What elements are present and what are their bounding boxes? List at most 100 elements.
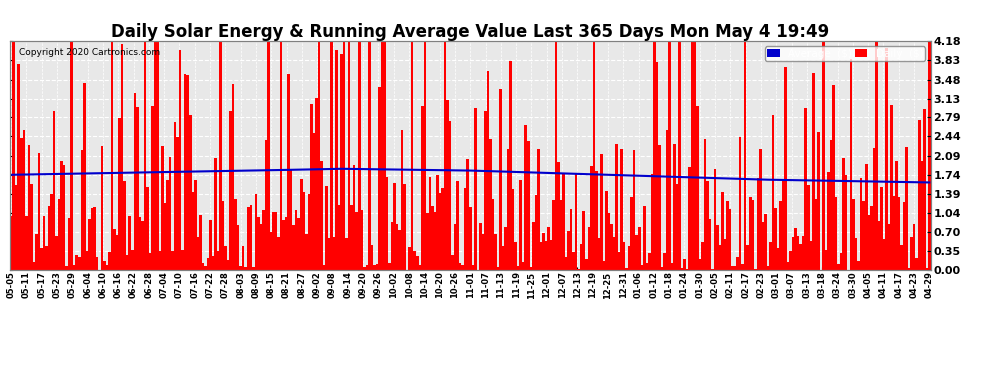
Bar <box>895 160 898 270</box>
Bar <box>212 256 214 270</box>
Bar <box>743 41 746 270</box>
Bar <box>295 210 297 270</box>
Bar <box>678 41 681 270</box>
Bar <box>527 141 530 270</box>
Bar <box>903 202 906 270</box>
Bar <box>890 105 893 270</box>
Bar <box>665 130 668 270</box>
Bar <box>33 262 35 270</box>
Bar <box>20 138 23 270</box>
Bar <box>153 41 156 270</box>
Bar <box>411 41 414 270</box>
Bar <box>911 237 913 270</box>
Bar <box>297 218 300 270</box>
Bar <box>269 232 272 270</box>
Bar <box>908 268 911 270</box>
Bar <box>828 172 830 270</box>
Bar <box>618 252 621 270</box>
Bar <box>248 207 249 270</box>
Bar <box>88 219 91 270</box>
Bar <box>252 267 254 270</box>
Bar <box>141 221 144 270</box>
Bar <box>91 208 93 270</box>
Bar <box>338 206 341 270</box>
Bar <box>784 67 787 270</box>
Bar <box>96 257 98 270</box>
Bar <box>906 147 908 270</box>
Bar <box>202 264 204 270</box>
Bar <box>403 184 406 270</box>
Bar <box>509 61 512 270</box>
Bar <box>492 199 494 270</box>
Bar <box>217 251 219 270</box>
Bar <box>453 224 456 270</box>
Bar <box>267 41 269 270</box>
Bar <box>119 118 121 270</box>
Bar <box>434 211 437 270</box>
Bar <box>429 177 432 270</box>
Bar <box>600 154 603 270</box>
Bar <box>787 262 789 270</box>
Bar <box>331 41 333 270</box>
Bar <box>230 111 232 270</box>
Bar <box>292 225 295 270</box>
Bar <box>880 187 883 270</box>
Bar <box>782 181 784 270</box>
Bar <box>25 216 28 270</box>
Bar <box>416 256 419 270</box>
Bar <box>888 224 890 270</box>
Bar <box>512 189 515 270</box>
Bar <box>693 41 696 270</box>
Bar <box>852 200 855 270</box>
Bar <box>849 59 852 270</box>
Bar <box>825 250 828 270</box>
Bar <box>833 86 835 270</box>
Bar <box>830 140 833 270</box>
Bar <box>80 150 83 270</box>
Bar <box>681 268 683 270</box>
Bar <box>525 124 527 270</box>
Bar <box>191 192 194 270</box>
Bar <box>30 184 33 270</box>
Bar <box>489 139 492 270</box>
Bar <box>439 193 442 270</box>
Bar <box>616 144 618 270</box>
Bar <box>540 242 543 270</box>
Bar <box>855 238 857 270</box>
Bar <box>421 106 424 270</box>
Bar <box>451 255 453 270</box>
Bar <box>336 50 338 270</box>
Bar <box>227 260 230 270</box>
Bar <box>923 109 926 270</box>
Bar <box>355 212 358 270</box>
Bar <box>577 268 580 270</box>
Bar <box>603 261 605 270</box>
Bar <box>373 265 375 270</box>
Bar <box>184 74 186 270</box>
Bar <box>608 213 610 270</box>
Bar <box>779 201 782 270</box>
Bar <box>729 209 732 270</box>
Bar <box>245 267 248 270</box>
Bar <box>673 144 676 270</box>
Bar <box>166 180 169 270</box>
Bar <box>103 261 106 270</box>
Bar <box>582 211 585 270</box>
Bar <box>93 207 96 270</box>
Bar <box>898 196 900 270</box>
Bar <box>704 140 706 270</box>
Bar <box>517 266 520 270</box>
Bar <box>842 158 844 270</box>
Bar <box>136 107 139 270</box>
Bar <box>844 175 847 270</box>
Bar <box>660 267 663 270</box>
Bar <box>111 41 113 270</box>
Bar <box>249 204 252 270</box>
Bar <box>913 224 916 270</box>
Bar <box>699 259 701 270</box>
Bar <box>275 212 277 270</box>
Bar <box>277 237 280 270</box>
Bar <box>63 165 65 270</box>
Bar <box>484 111 487 270</box>
Bar <box>716 225 719 270</box>
